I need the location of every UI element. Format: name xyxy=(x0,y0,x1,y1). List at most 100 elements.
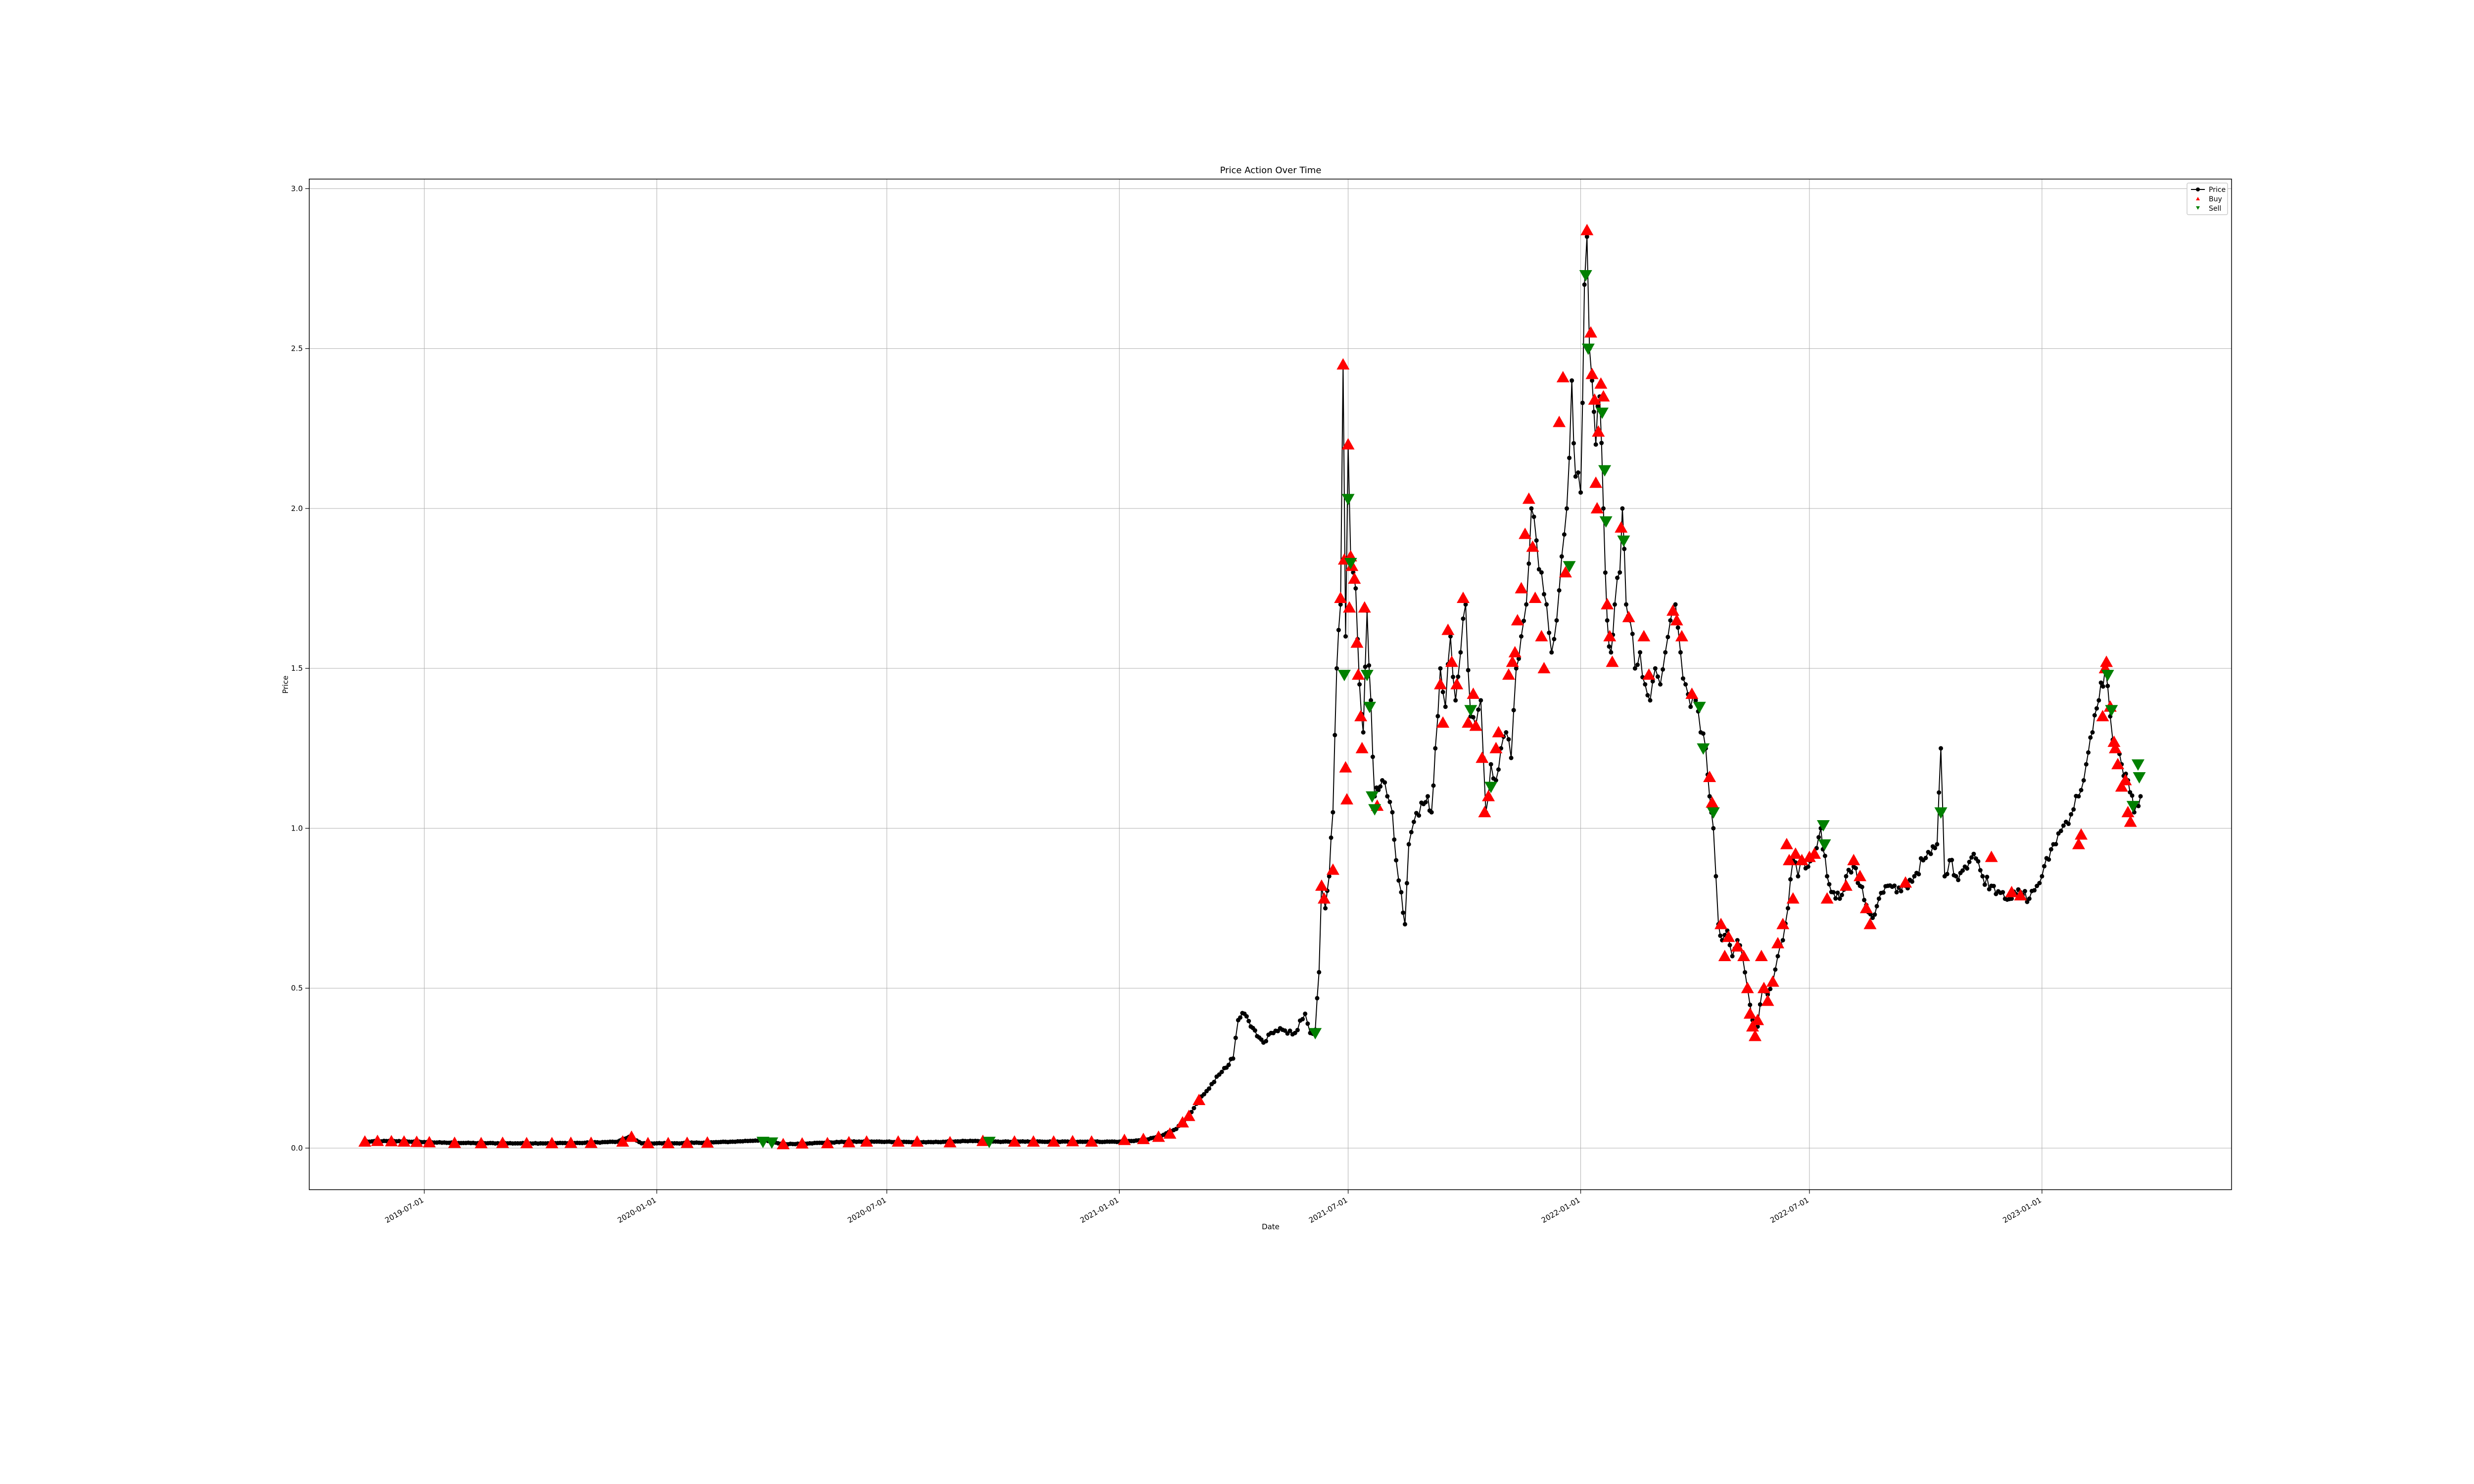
price-point xyxy=(1945,872,1950,877)
buy-marker xyxy=(1343,601,1356,613)
buy-marker xyxy=(1622,610,1635,622)
buy-marker xyxy=(1462,716,1475,728)
price-point xyxy=(1396,878,1401,883)
price-point xyxy=(1526,561,1531,566)
price-point xyxy=(2066,821,2071,826)
price-point xyxy=(1591,410,1596,414)
price-point xyxy=(1429,810,1434,815)
price-point xyxy=(2022,889,2027,893)
buy-marker xyxy=(1780,837,1793,849)
price-point xyxy=(1593,442,1598,447)
price-point xyxy=(1287,1028,1292,1033)
price-point xyxy=(1980,874,1985,879)
price-point xyxy=(2094,706,2099,711)
price-point xyxy=(2086,750,2091,755)
price-point xyxy=(1730,954,1735,959)
price-point xyxy=(1331,810,1335,815)
price-point xyxy=(1825,874,1830,879)
sell-marker xyxy=(1617,535,1630,547)
sell-marker xyxy=(1368,804,1381,816)
buy-marker xyxy=(1515,582,1528,594)
price-point xyxy=(1607,644,1612,649)
sell-marker xyxy=(1707,807,1720,819)
buy-marker xyxy=(1522,492,1535,504)
buy-marker xyxy=(1584,326,1597,338)
price-point xyxy=(1385,794,1390,799)
price-point xyxy=(1693,698,1698,703)
buy-marker xyxy=(397,1135,411,1147)
buy-marker xyxy=(625,1130,638,1142)
price-point xyxy=(1618,570,1622,575)
price-point xyxy=(1332,733,1337,738)
price-point xyxy=(1978,868,1983,873)
buy-marker xyxy=(1597,390,1610,402)
buy-marker xyxy=(1355,742,1369,753)
price-point xyxy=(1748,1002,1753,1007)
price-point xyxy=(1976,859,1981,864)
price-point xyxy=(1622,547,1627,552)
price-point xyxy=(1343,634,1348,639)
price-point xyxy=(1329,835,1333,840)
price-point xyxy=(1894,890,1899,895)
price-point xyxy=(1780,938,1785,943)
buy-marker xyxy=(1508,646,1522,657)
price-point xyxy=(1701,731,1706,736)
sell-marker xyxy=(1337,670,1351,682)
price-point xyxy=(1406,842,1411,847)
buy-marker xyxy=(1339,761,1352,773)
price-point xyxy=(1648,698,1653,703)
buy-marker xyxy=(1714,918,1728,929)
price-point xyxy=(1758,1002,1762,1007)
buy-marker xyxy=(1502,668,1515,680)
sell-signals xyxy=(756,270,2146,1149)
price-point xyxy=(1233,1035,1238,1040)
buy-marker xyxy=(1047,1135,1060,1147)
buy-marker xyxy=(1182,1110,1195,1121)
buy-marker xyxy=(1511,614,1524,626)
buy-marker xyxy=(1118,1133,1131,1145)
buy-marker xyxy=(976,1134,990,1146)
buy-marker xyxy=(1176,1116,1189,1128)
buy-marker xyxy=(1315,879,1328,891)
price-point xyxy=(1630,632,1635,636)
price-point xyxy=(1453,698,1458,703)
price-point xyxy=(2092,713,2097,718)
price-point xyxy=(1605,618,1610,623)
buy-marker xyxy=(1731,940,1744,952)
price-point xyxy=(1369,698,1374,703)
price-point xyxy=(2053,842,2058,846)
price-point xyxy=(1496,767,1501,772)
sell-marker xyxy=(756,1137,769,1149)
price-point xyxy=(1226,1063,1231,1067)
price-point xyxy=(1844,874,1849,879)
price-point xyxy=(1580,400,1585,405)
y-tick-label: 2.5 xyxy=(291,344,303,353)
price-point xyxy=(1292,1030,1297,1035)
price-point xyxy=(1786,906,1790,911)
price-point xyxy=(1681,676,1685,681)
legend-price-marker xyxy=(2196,187,2200,191)
buy-marker xyxy=(680,1136,694,1148)
price-point xyxy=(1390,810,1395,815)
price-point xyxy=(1357,682,1362,687)
buy-marker xyxy=(1137,1132,1150,1144)
price-point xyxy=(1985,875,1990,880)
sell-marker xyxy=(1341,494,1355,506)
price-point xyxy=(1303,1011,1308,1016)
price-point xyxy=(1378,784,1383,789)
chart-title: Price Action Over Time xyxy=(1220,165,1322,176)
price-point xyxy=(1768,986,1773,991)
buy-marker xyxy=(448,1136,461,1148)
price-point xyxy=(1353,586,1358,591)
sell-marker xyxy=(1595,407,1609,419)
price-point xyxy=(1201,1092,1206,1097)
price-point xyxy=(1960,868,1965,873)
price-point xyxy=(1305,1021,1310,1026)
price-point xyxy=(1367,663,1372,668)
buy-marker xyxy=(2014,889,2027,901)
price-point xyxy=(1933,845,1938,850)
price-point xyxy=(1461,616,1466,621)
legend-buy-marker xyxy=(2196,197,2200,200)
price-point xyxy=(1565,506,1569,511)
buy-marker xyxy=(1519,527,1532,539)
